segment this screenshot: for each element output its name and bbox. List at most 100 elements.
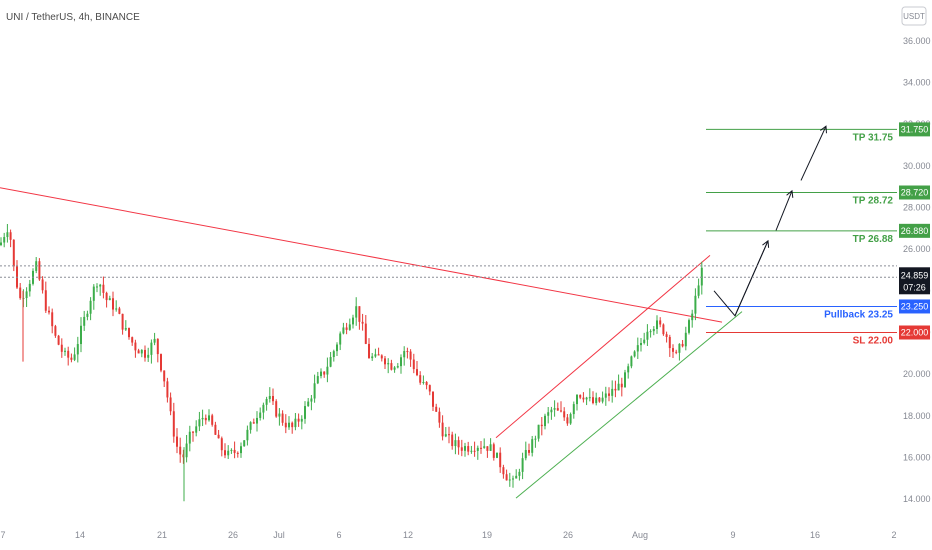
currency-button-label[interactable]: USDT [903, 12, 925, 21]
candle-body [185, 443, 188, 458]
candle-body [131, 337, 134, 343]
candle-body [438, 411, 441, 423]
candle-body [521, 458, 524, 472]
price-levels: TP 31.75 31.750 TP 28.72 28.720 TP 26.88 26.8… [706, 122, 930, 347]
candle-body [233, 449, 236, 453]
candle-body [483, 446, 486, 448]
price-tick-label: 36.000 [903, 36, 931, 46]
candle-body [582, 397, 585, 400]
candle-body [556, 408, 559, 411]
candle-body [454, 440, 457, 447]
candle-body [224, 450, 226, 456]
currency-button-frame[interactable] [901, 6, 927, 26]
candle-body [105, 292, 108, 301]
candle-body [675, 351, 678, 353]
candle-body [579, 394, 582, 398]
candle-body [227, 450, 230, 456]
candle-body [406, 351, 409, 353]
candle-body [649, 331, 652, 333]
time-tick-label: 16 [810, 530, 820, 540]
price-tick-label: 20.000 [903, 369, 931, 379]
time-tick-label: 26 [563, 530, 573, 540]
candle-body [188, 431, 191, 444]
candle-body [371, 356, 374, 359]
candle-body [534, 438, 537, 440]
candle-body [121, 313, 124, 330]
candle-body [428, 385, 431, 392]
candle-body [636, 345, 639, 352]
price-tick-label: 30.000 [903, 161, 931, 171]
candle-body [691, 313, 694, 321]
candle-body [528, 449, 530, 453]
current-price-marker: 24.859 07:26 [0, 265, 930, 295]
candle-body [566, 417, 569, 424]
candle-body [179, 446, 182, 455]
price-tick-label: 14.000 [903, 494, 931, 504]
symbol-title: UNI / TetherUS, 4h, BINANCE [6, 12, 140, 23]
time-tick-label: 7 [0, 530, 5, 540]
candle-body [326, 366, 329, 375]
candle-body [515, 475, 518, 479]
bar-countdown: 07:26 [903, 282, 926, 292]
candle-body [67, 350, 70, 358]
candle-body [640, 342, 642, 346]
candle-body [518, 471, 521, 476]
candle-body [172, 411, 175, 437]
candle-body [275, 401, 278, 417]
candle-body [57, 335, 60, 345]
candle-body [563, 411, 566, 418]
price-tick-label: 16.000 [903, 453, 931, 463]
candle-body [182, 454, 185, 458]
candle-body [86, 313, 89, 317]
candle-body [195, 426, 198, 433]
candle-body [387, 363, 390, 365]
candle-body [217, 434, 220, 439]
candle-body [300, 418, 303, 422]
candle-body [700, 267, 703, 286]
candle-body [249, 422, 252, 430]
candle-body [115, 308, 118, 310]
candle-body [252, 422, 255, 424]
candle-body [310, 398, 313, 402]
candle-body [358, 306, 361, 322]
candle-body [352, 317, 354, 325]
current-price-value: 24.859 [901, 270, 929, 280]
candle-body [89, 300, 92, 314]
candle-body [396, 366, 399, 368]
candle-body [169, 397, 172, 412]
candle-body [502, 467, 505, 475]
candle-body [336, 344, 338, 352]
candle-body [19, 287, 22, 299]
candle-body [313, 383, 316, 399]
candle-body [460, 447, 463, 451]
candle-body [83, 316, 86, 326]
candle-body [624, 372, 626, 388]
candle-body [348, 324, 351, 330]
candle-body [323, 371, 326, 375]
projection-arrow-head [762, 239, 770, 248]
candle-body [268, 396, 271, 399]
level-badge [899, 299, 930, 314]
candle-body [595, 397, 598, 404]
candle-body [220, 438, 223, 451]
trendlines [0, 187, 743, 499]
level-label: Pullback 23.25 [824, 309, 893, 320]
candle-body [147, 354, 150, 358]
candle-body [681, 343, 684, 347]
candle-body [41, 279, 44, 291]
candle-body [672, 348, 674, 352]
candle-body [288, 422, 290, 428]
level-badge-value: 22.000 [901, 328, 929, 338]
candle-body [230, 449, 233, 451]
time-axis[interactable]: 7 14 21 26 Jul 6 12 19 26 Aug 9 16 2 [0, 530, 896, 540]
candle-body [281, 413, 284, 423]
candle-body [166, 381, 169, 398]
candle-body [137, 350, 140, 354]
time-tick-label: 21 [157, 530, 167, 540]
candle-body [96, 286, 98, 288]
candle-body [342, 327, 345, 334]
candle-body [304, 406, 306, 419]
candle-body [451, 434, 454, 447]
currency-button[interactable]: USDT [901, 6, 927, 26]
